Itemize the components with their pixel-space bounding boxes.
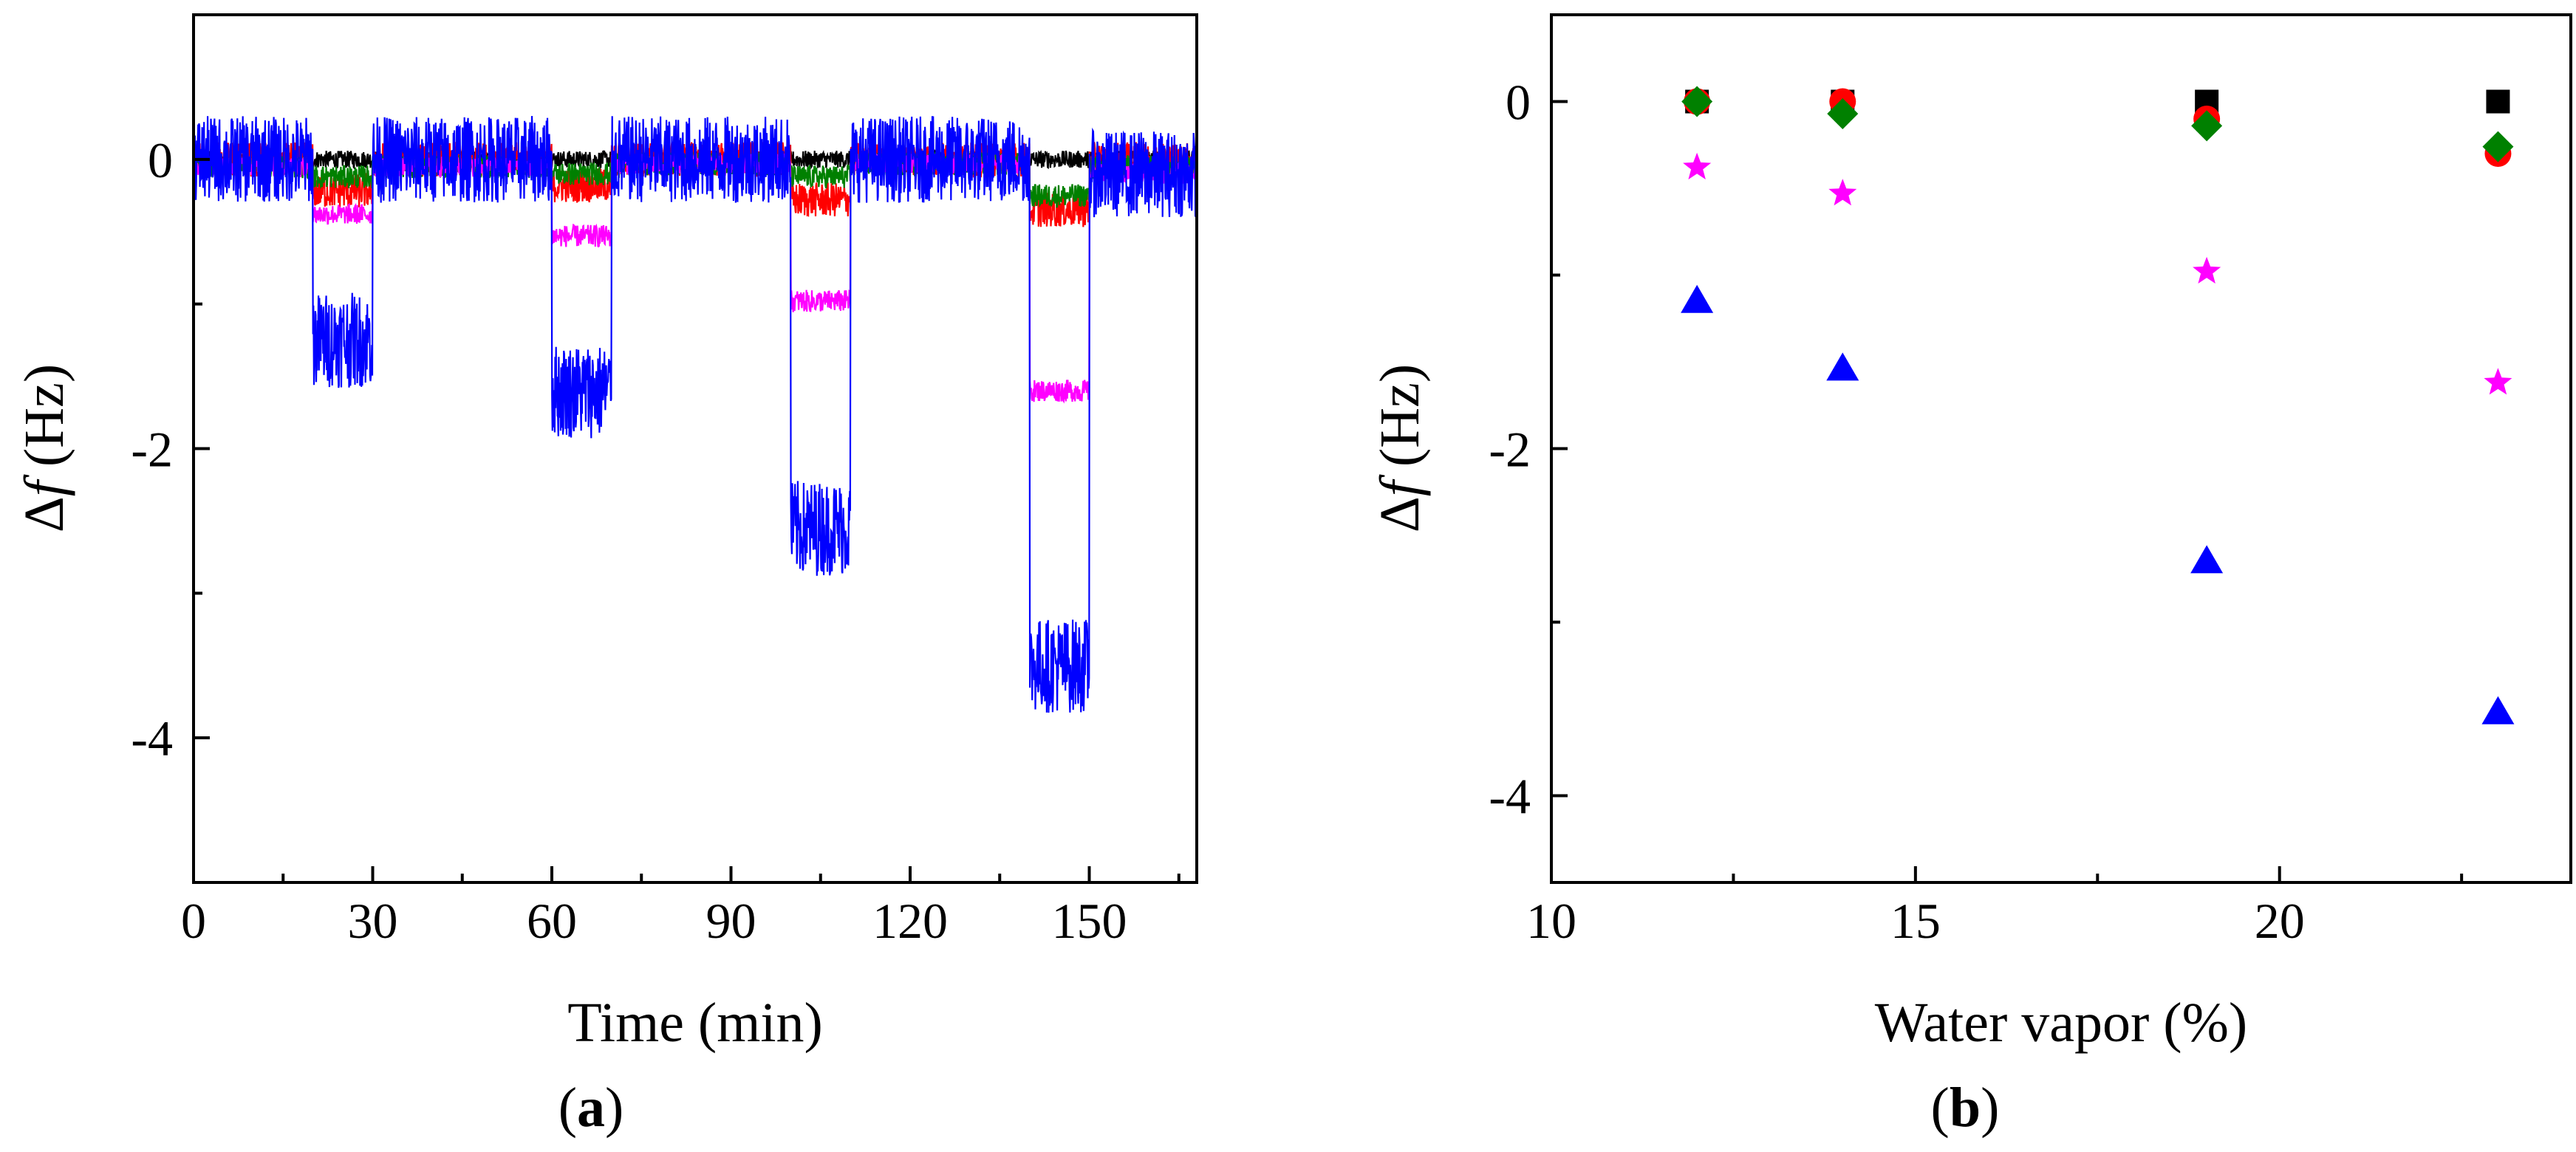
chart-a-x-axis-title: Time (min) <box>567 992 823 1054</box>
chart-b-point-triangle <box>2190 545 2224 574</box>
panel-a-label: (a) <box>558 1077 624 1139</box>
chart-a-0-x-tick-label: 30 <box>348 893 398 949</box>
chart-b-frame <box>1550 13 2572 884</box>
chart-b-point-diamond <box>2191 110 2223 142</box>
chart-b-1-x-tick-label: 10 <box>1526 893 1576 949</box>
chart-a-0-y-tick-label: -2 <box>131 422 173 478</box>
chart-b-1-y-tick-label: -4 <box>1489 769 1531 825</box>
chart-a: 0 30 60 90 120 150 0 -2 -4 Time (min) Δf (Hz) (a… <box>13 13 1198 1139</box>
chart-a-series-line <box>192 116 1198 713</box>
chart-b-point-triangle <box>1681 284 1714 313</box>
chart-b-point-triangle <box>2481 696 2515 724</box>
chart-a-0-x-tick-label: 90 <box>706 893 756 949</box>
chart-b: 10 15 20 0 -2 -4 Water vapor (%) Δf (Hz) (b) <box>1369 13 2572 1139</box>
chart-b-point-triangle <box>1826 352 1859 381</box>
chart-b-point-star <box>2484 368 2512 395</box>
chart-b-plot-area <box>1681 86 2515 724</box>
chart-a-0-x-tick-label: 120 <box>872 893 948 949</box>
chart-b-1-x-tick-label: 20 <box>2255 893 2305 949</box>
chart-b-1-y-tick-label: -2 <box>1489 422 1531 478</box>
chart-a-axes: 0 30 60 90 120 150 0 -2 -4 <box>131 13 1181 949</box>
chart-b-y-axis-title: Δf (Hz) <box>1369 364 1431 532</box>
chart-a-plot-area <box>192 116 1198 713</box>
chart-a-0-y-tick-label: -4 <box>131 710 173 767</box>
chart-a-0-x-tick-label: 0 <box>181 893 206 949</box>
chart-b-point-star <box>2193 256 2221 284</box>
chart-b-1-x-tick-label: 15 <box>1890 893 1941 949</box>
chart-a-0-x-tick-label: 150 <box>1052 893 1127 949</box>
chart-b-x-axis-title: Water vapor (%) <box>1875 992 2248 1054</box>
panel-b-label: (b) <box>1931 1077 2000 1139</box>
chart-b-point-diamond <box>1827 97 1859 129</box>
chart-b-1-y-tick-label: 0 <box>1506 75 1531 131</box>
chart-a-0-y-tick-label: 0 <box>148 132 173 188</box>
chart-b-point-diamond <box>2482 131 2514 162</box>
chart-a-y-axis-title: Δf (Hz) <box>13 364 75 532</box>
chart-b-point-square <box>2486 89 2510 114</box>
chart-a-0-x-tick-label: 60 <box>527 893 577 949</box>
chart-b-point-star <box>1828 179 1857 206</box>
chart-b-axes: 10 15 20 0 -2 -4 <box>1489 75 2464 949</box>
chart-b-point-star <box>1683 152 1712 179</box>
chart-b-point-diamond <box>1681 86 1713 117</box>
